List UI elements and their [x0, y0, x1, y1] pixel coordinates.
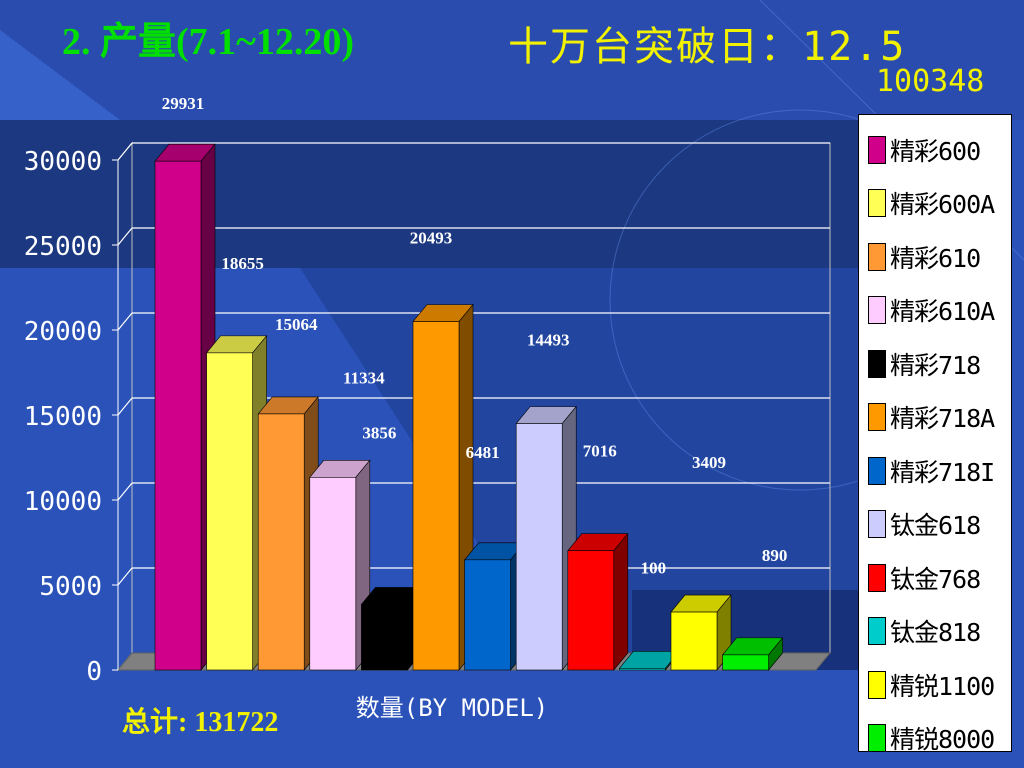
bar-front-face — [670, 611, 718, 671]
bar-series — [154, 143, 784, 671]
bar-front-face — [154, 160, 202, 671]
legend-item: 精锐8000 — [859, 712, 1011, 766]
bar-front-face — [619, 667, 666, 671]
bar-精彩718A — [412, 303, 474, 671]
legend-swatch — [868, 456, 886, 485]
total-label: 总计: 131722 — [122, 707, 279, 738]
bar-钛金768 — [567, 532, 629, 671]
gridline-side — [117, 312, 133, 331]
data-label: 100 — [641, 558, 667, 577]
milestone-title: 十万台突破日：12.5 — [508, 24, 907, 70]
data-label: 14493 — [527, 331, 570, 350]
legend-swatch — [868, 510, 886, 539]
legend-item: 精锐1100 — [859, 658, 1011, 712]
legend-swatch — [868, 670, 886, 699]
legend-item: 精彩600 — [859, 123, 1011, 177]
data-label: 7016 — [583, 442, 617, 461]
legend-label: 钛金768 — [890, 564, 981, 594]
y-tick-label: 5000 — [39, 572, 102, 602]
bar-front-face — [567, 550, 615, 671]
bar-front-face — [309, 477, 357, 671]
legend-item: 钛金768 — [859, 551, 1011, 605]
data-label: 11334 — [343, 368, 385, 387]
bar-front-face — [722, 654, 769, 671]
legend-label: 精彩718I — [890, 457, 995, 487]
legend-label: 精彩600A — [890, 190, 995, 220]
gridline-side — [117, 482, 133, 501]
data-label: 29931 — [162, 94, 205, 113]
data-label: 3856 — [362, 423, 396, 442]
legend-swatch — [868, 135, 886, 164]
bar-精彩610A — [309, 459, 371, 671]
bar-精彩610 — [257, 396, 319, 671]
bar-精锐1100 — [670, 594, 732, 671]
legend-item: 精彩718 — [859, 337, 1011, 391]
gridline-side — [117, 142, 133, 161]
legend-label: 精彩610 — [890, 243, 981, 273]
legend-label: 钛金618 — [890, 511, 981, 541]
legend-label: 钛金818 — [890, 618, 981, 648]
gridline-side — [117, 397, 133, 416]
x-axis-label: 数量(BY MODEL) — [356, 694, 549, 722]
data-labels: 29931 18655 15064 11334 3856 20493 6481 14493 70… — [162, 94, 788, 577]
bar-side-face — [613, 532, 629, 671]
y-tick-label: 10000 — [24, 487, 102, 517]
data-label: 20493 — [410, 229, 453, 248]
legend-label: 精彩718 — [890, 350, 981, 380]
legend-item: 精彩718A — [859, 391, 1011, 445]
legend-item: 钛金618 — [859, 498, 1011, 552]
bar-精彩718 — [360, 586, 423, 671]
bar-精锐8000 — [721, 637, 784, 671]
bar-front-face — [412, 321, 460, 671]
gridline-side — [117, 227, 133, 246]
data-label: 890 — [762, 546, 788, 565]
chart-legend: 精彩600 精彩600A 精彩610 精彩610A 精彩718 精彩718A 精彩718I 钛… — [858, 114, 1012, 754]
legend-item: 钛金818 — [859, 605, 1011, 659]
legend-label: 精彩600 — [890, 136, 981, 166]
y-tick-label: 15000 — [24, 402, 102, 432]
legend-label: 精彩610A — [890, 297, 995, 327]
legend-label: 精锐8000 — [890, 725, 995, 755]
data-label: 15064 — [275, 315, 318, 334]
y-axis: 0 5000 10000 15000 20000 25000 30000 — [24, 147, 119, 687]
page-title: 2. 产量(7.1~12.20) — [62, 21, 355, 63]
y-tick-label: 0 — [86, 657, 102, 687]
bar-front-face — [361, 604, 408, 671]
gridline-side — [117, 567, 133, 586]
legend-label: 精锐1100 — [890, 671, 995, 701]
y-tick-label: 25000 — [24, 232, 102, 262]
bar-精彩718I — [463, 541, 526, 671]
legend-swatch — [868, 724, 886, 753]
milestone-count: 100348 — [876, 64, 985, 99]
legend-item: 精彩610A — [859, 284, 1011, 338]
y-tick-label: 30000 — [24, 147, 102, 177]
bar-钛金618 — [515, 405, 577, 671]
bar-front-face — [257, 413, 305, 671]
legend-item: 精彩718I — [859, 444, 1011, 498]
bar-front-face — [464, 559, 511, 671]
data-label: 3409 — [692, 453, 726, 472]
legend-swatch — [868, 403, 886, 432]
y-tick-label: 20000 — [24, 317, 102, 347]
data-label: 6481 — [466, 443, 500, 462]
legend-swatch — [868, 189, 886, 218]
legend-swatch — [868, 563, 886, 592]
bar-front-face — [206, 352, 253, 671]
legend-label: 精彩718A — [890, 404, 995, 434]
data-label: 18655 — [221, 254, 264, 273]
legend-item: 精彩600A — [859, 177, 1011, 231]
legend-swatch — [868, 349, 886, 378]
legend-swatch — [868, 242, 886, 271]
legend-swatch — [868, 296, 886, 325]
bar-精彩600 — [154, 143, 216, 671]
legend-swatch — [868, 617, 886, 646]
legend-item: 精彩610 — [859, 230, 1011, 284]
bar-front-face — [515, 423, 563, 671]
bar-精彩600A — [205, 335, 268, 671]
